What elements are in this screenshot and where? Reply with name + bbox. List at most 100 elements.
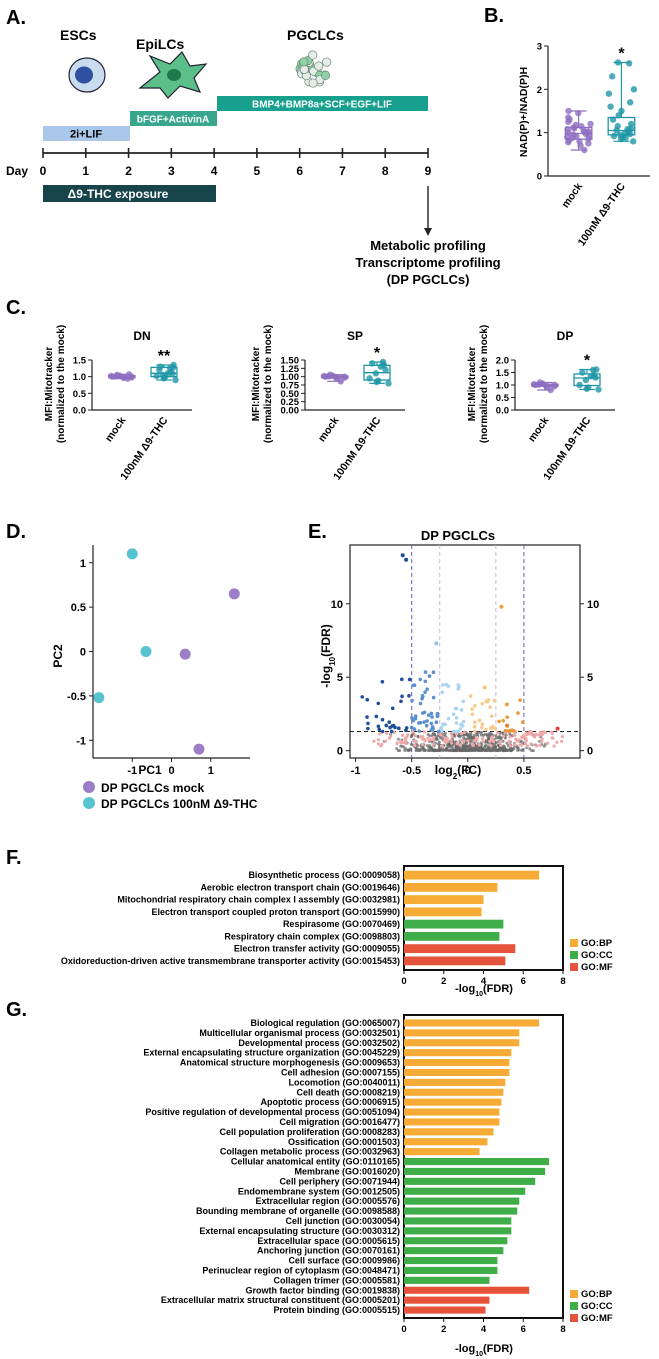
volcano-point-fdr <box>418 735 423 739</box>
go-f-xlabel: -log10(FDR) <box>455 983 513 998</box>
data-point <box>375 377 382 384</box>
go-bar <box>404 1019 540 1027</box>
x-tick-label: 8 <box>560 976 565 987</box>
pgclc-cell <box>322 57 332 67</box>
volcano-point-fdr <box>443 736 447 740</box>
volcano-point-sig <box>489 726 494 730</box>
y-tick-label: 0.5 <box>73 389 87 400</box>
volcano-point-sig <box>389 729 394 734</box>
go-term-label: Electron transfer activity (GO:0009055) <box>234 944 400 954</box>
volcano-point-sig <box>501 718 505 723</box>
volcano-point-sig <box>380 729 385 734</box>
volcano-point-fdr <box>413 733 417 738</box>
volcano-point-fdr <box>372 739 376 743</box>
go-bar <box>404 882 498 892</box>
volcano-point-sig <box>489 714 494 718</box>
data-point <box>614 122 621 130</box>
data-point <box>609 73 616 80</box>
volcano-point-sig <box>473 703 477 708</box>
go-term-label: Extracellular space (GO:0005615) <box>257 1236 400 1246</box>
volcano-point-sig <box>380 679 385 684</box>
volcano-point-fdr <box>431 738 436 742</box>
volcano-point-fdr <box>532 735 537 739</box>
volcano-point-sig <box>410 716 414 720</box>
go-term-label: Cellular anatomical entity (GO:0110165) <box>231 1157 400 1167</box>
data-point <box>369 360 376 367</box>
volcano-point-fdr <box>474 736 479 740</box>
volcano-point-ns <box>464 741 468 745</box>
significance-marker: ** <box>158 348 171 365</box>
volcano-point-fdr <box>555 740 559 744</box>
volcano-point-fdr <box>462 740 466 744</box>
go-bar <box>404 1247 504 1255</box>
volcano-point-fdr <box>376 738 381 742</box>
data-point <box>530 381 538 388</box>
volcano-point-fdr <box>520 735 524 739</box>
go-term-label: Anchoring junction (GO:0070161) <box>257 1246 400 1256</box>
day-tick-label: 5 <box>254 164 261 178</box>
volcano-point-fdr <box>443 739 447 743</box>
volcano-point-fdr <box>490 735 494 739</box>
legend-swatch-bp <box>570 1290 578 1298</box>
volcano-point-fdr <box>538 730 542 734</box>
volcano-point-sig <box>374 714 379 719</box>
volcano-point-fdr <box>524 731 528 735</box>
y-tick-label-right: 5 <box>587 672 593 684</box>
go-term-label: Collagen metabolic process (GO:0032963) <box>220 1147 400 1157</box>
volcano-point-fdr <box>513 733 517 737</box>
volcano-point-sig <box>435 714 440 719</box>
volcano-point-sig <box>441 722 445 727</box>
volcano-point-fdr <box>534 732 538 737</box>
go-bar <box>404 1029 520 1037</box>
volcano-point-ns <box>494 745 498 749</box>
volcano-point-ns <box>467 733 471 737</box>
volcano-point-ns <box>483 732 487 736</box>
volcano-point-sig <box>453 706 458 711</box>
volcano-point-fdr <box>439 744 443 748</box>
legend-label-cc: GO:CC <box>581 950 613 961</box>
pca-point-thc <box>140 646 152 657</box>
volcano-point-ns <box>417 748 421 752</box>
x-tick-label: 0.5 <box>516 765 531 777</box>
volcano-point-ns <box>421 745 425 749</box>
volcano-point-sig <box>417 721 421 725</box>
output-arrow-head <box>424 228 432 236</box>
volcano-point-sig <box>366 721 370 726</box>
volcano-point-sig <box>456 729 461 734</box>
volcano-point-ns <box>437 747 441 751</box>
volcano-point-fdr <box>515 739 520 743</box>
volcano-point-fdr <box>502 734 506 738</box>
volcano-point-fdr <box>499 743 503 747</box>
volcano-point-fdr <box>399 739 403 743</box>
data-point <box>628 120 635 128</box>
panel-g: G. Biological regulation (GO:0065007)Mul… <box>6 999 613 1358</box>
data-point <box>618 107 625 115</box>
go-term-label: Oxidoreduction-driven active transmembra… <box>61 956 400 966</box>
volcano-point-sig <box>493 727 498 731</box>
y-tick-label: 1 <box>537 128 543 139</box>
x-tick-label: 0 <box>401 976 406 987</box>
output-metabolic: Metabolic profiling <box>370 238 486 253</box>
volcano-point-ns <box>502 745 506 749</box>
data-point <box>379 358 387 366</box>
volcano-point-sig <box>404 728 408 733</box>
volcano-point-sig <box>459 708 464 712</box>
volcano-point-sig <box>458 727 463 731</box>
volcano-chart: 0 0 5 5 10 10 -1 -0.5 0 0.5 <box>331 544 599 777</box>
volcano-point-ns <box>489 749 493 753</box>
volcano-point-ns <box>494 734 498 738</box>
go-term-label: Extracellular region (GO:0005576) <box>255 1196 400 1206</box>
volcano-point-ns <box>471 749 475 753</box>
bar-thc-exposure-label: Δ9-THC exposure <box>68 187 169 201</box>
go-term-label: Positive regulation of developmental pro… <box>145 1107 400 1117</box>
legend-mock-marker <box>83 781 95 793</box>
go-bar <box>404 1108 500 1116</box>
data-point <box>590 371 598 379</box>
volcano-point-sig <box>407 694 411 698</box>
go-term-label: Respiratory chain complex (GO:0098803) <box>224 931 400 941</box>
y-tick-label-right: 10 <box>587 599 599 611</box>
x-tick-label: -0.5 <box>402 765 421 777</box>
volcano-point-fdr <box>488 739 492 743</box>
volcano-point-ns <box>509 749 513 753</box>
volcano-point-fdr <box>551 736 555 740</box>
